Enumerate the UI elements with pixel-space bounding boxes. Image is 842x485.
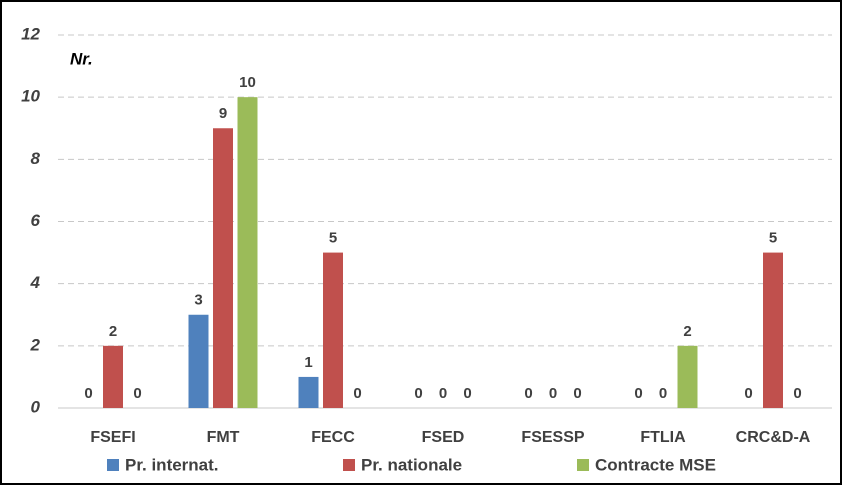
- bar: [237, 97, 258, 409]
- data-label: 3: [194, 292, 202, 309]
- data-label: 0: [84, 385, 92, 402]
- y-tick-label: 10: [21, 87, 40, 106]
- data-label: 0: [793, 385, 801, 402]
- data-label: 0: [439, 385, 447, 402]
- data-label: 0: [573, 385, 581, 402]
- legend-swatch: [107, 459, 119, 471]
- y-tick-label: 8: [31, 149, 41, 168]
- x-tick-label: FECC: [311, 429, 355, 446]
- data-label: 0: [463, 385, 471, 402]
- data-label: 2: [683, 323, 691, 340]
- y-tick-label: 6: [31, 211, 41, 230]
- data-label: 0: [549, 385, 557, 402]
- legend-label: Pr. internat.: [125, 455, 219, 474]
- data-label: 0: [744, 385, 752, 402]
- x-tick-label: FMT: [207, 429, 240, 446]
- y-axis-label: Nr.: [70, 49, 93, 68]
- data-label: 10: [239, 74, 256, 91]
- data-label: 0: [353, 385, 361, 402]
- data-label: 0: [659, 385, 667, 402]
- y-tick-label: 0: [31, 397, 41, 416]
- data-label: 0: [133, 385, 141, 402]
- bar: [103, 345, 123, 408]
- x-tick-label: FSEFI: [90, 429, 135, 446]
- x-tick-label: FTLIA: [640, 429, 686, 446]
- y-tick-label: 12: [21, 24, 40, 43]
- bar: [763, 252, 783, 408]
- data-label: 1: [304, 354, 312, 371]
- legend-label: Contracte MSE: [595, 455, 716, 474]
- legend-swatch: [577, 459, 589, 471]
- y-tick-label: 2: [30, 335, 41, 354]
- legend-label: Pr. nationale: [361, 455, 462, 474]
- x-tick-label: FSESSP: [521, 429, 584, 446]
- data-label: 0: [414, 385, 422, 402]
- y-tick-label: 4: [30, 273, 41, 292]
- x-tick-label: CRC&D-A: [736, 429, 811, 446]
- bar: [188, 314, 209, 408]
- data-label: 5: [329, 230, 337, 247]
- data-label: 0: [524, 385, 532, 402]
- bar: [213, 128, 233, 408]
- bar: [323, 252, 343, 408]
- data-label: 0: [634, 385, 642, 402]
- data-label: 9: [219, 105, 227, 122]
- bar: [677, 345, 698, 408]
- legend-swatch: [343, 459, 355, 471]
- data-label: 2: [109, 323, 117, 340]
- x-tick-label: FSED: [422, 429, 465, 446]
- bar: [298, 376, 319, 408]
- data-label: 5: [769, 230, 777, 247]
